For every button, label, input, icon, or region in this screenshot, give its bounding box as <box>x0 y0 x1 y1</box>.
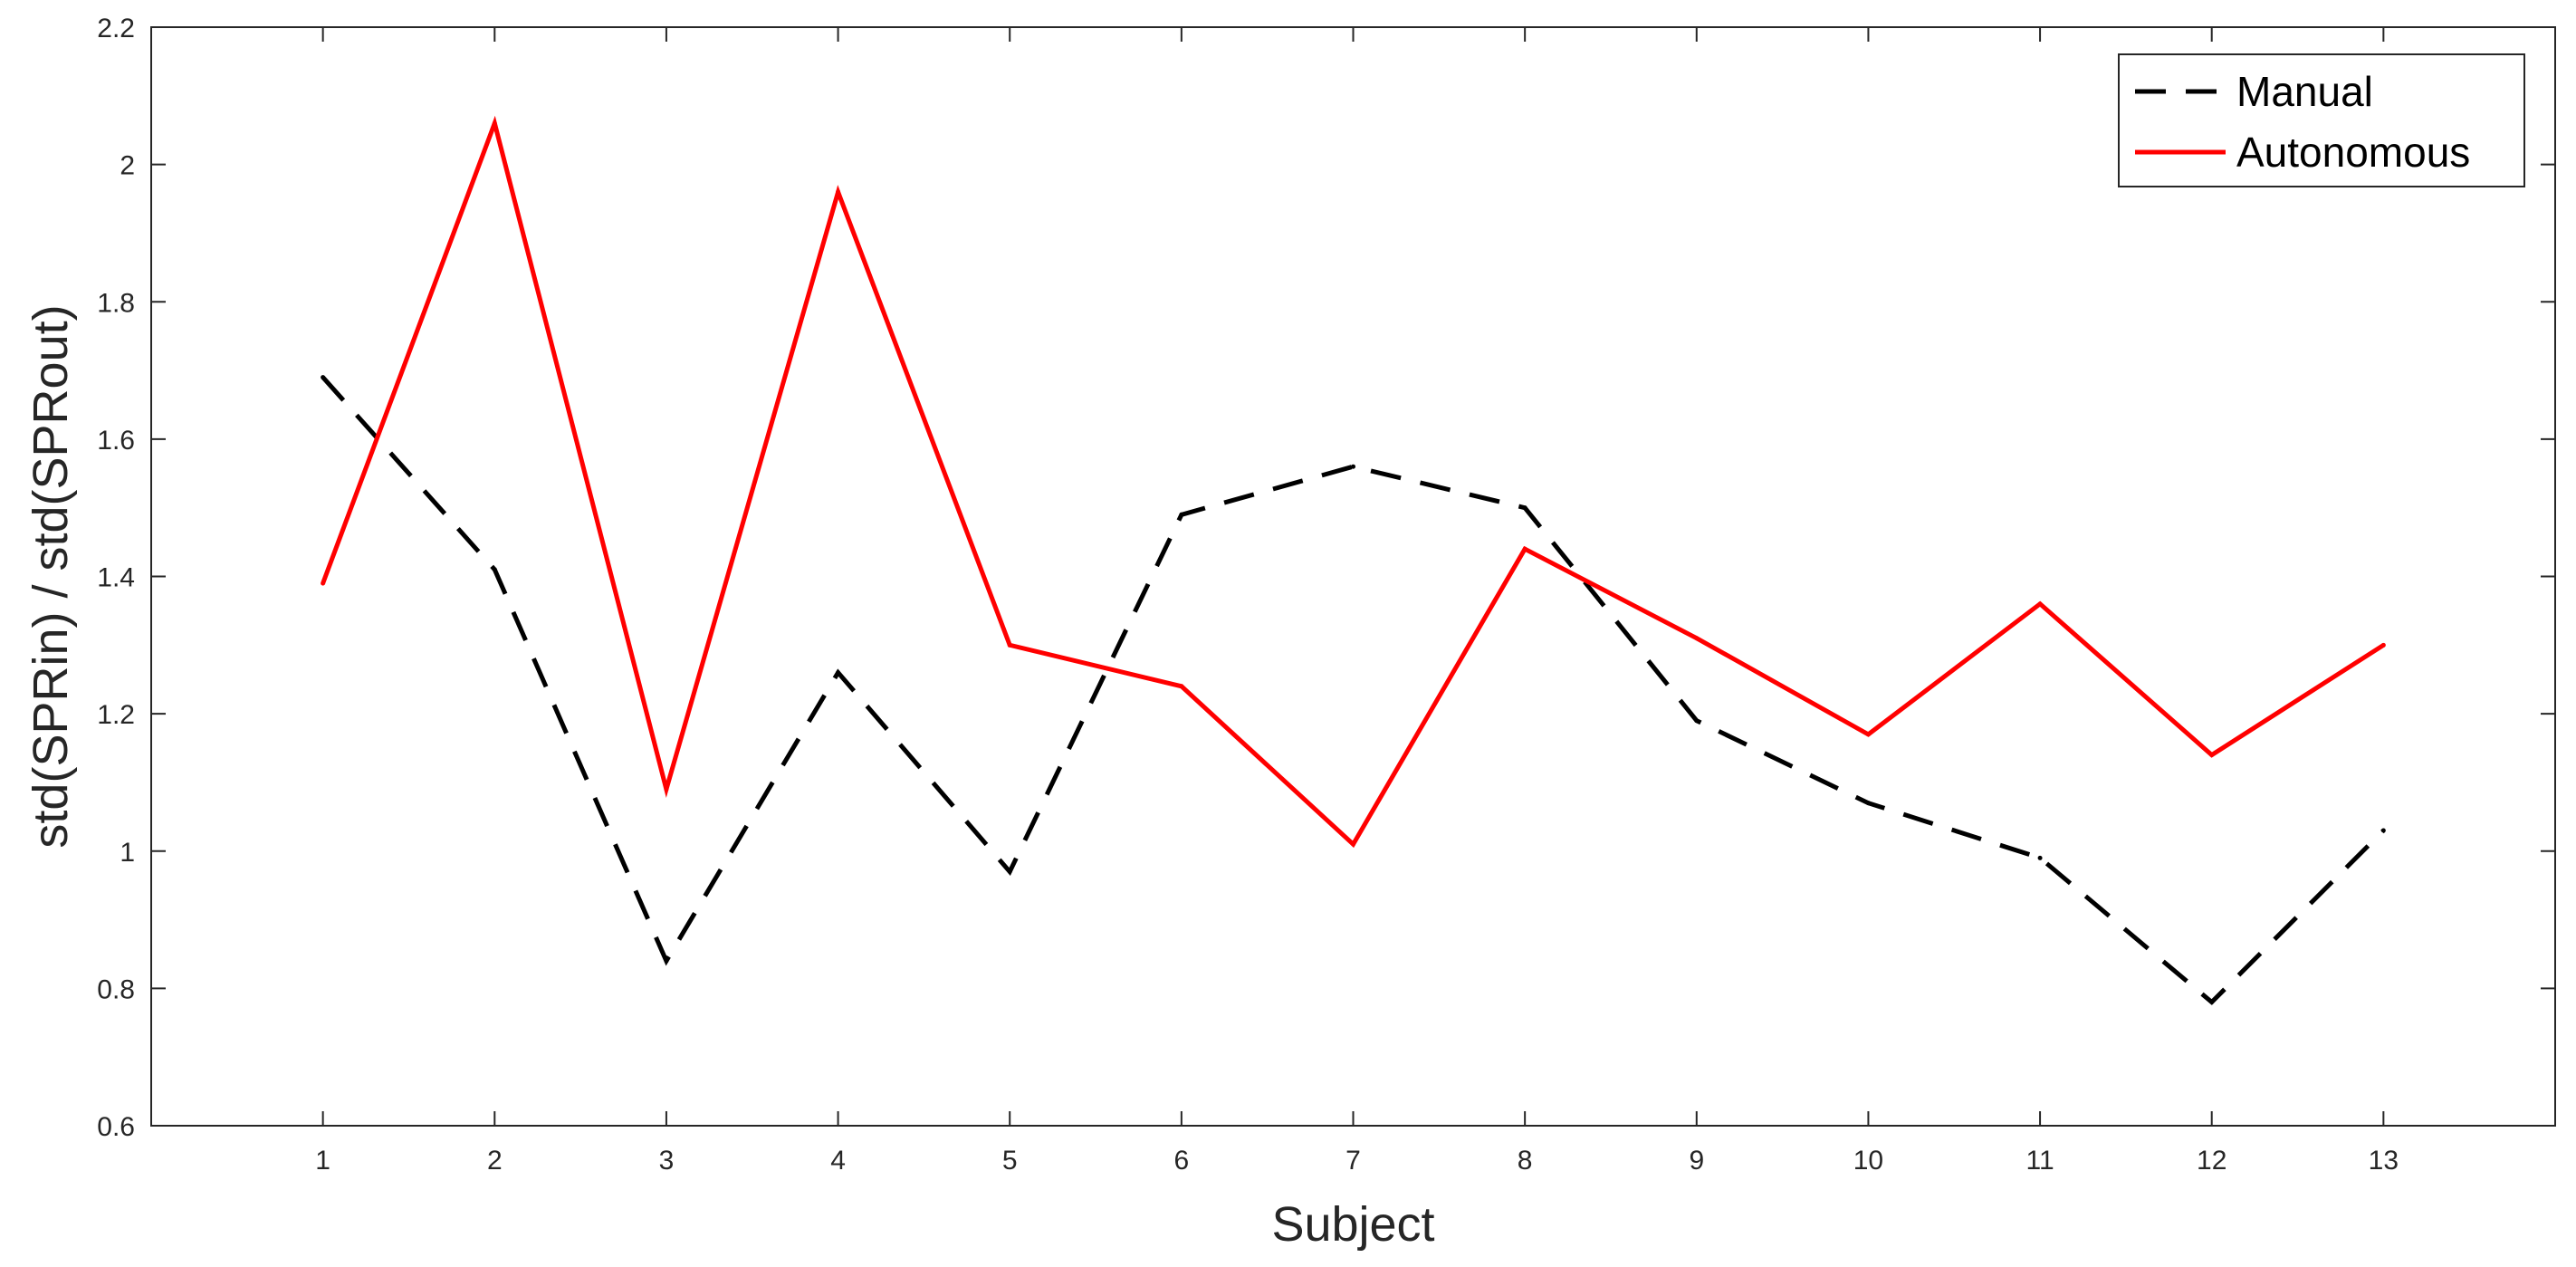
legend: Manual Autonomous <box>2118 53 2525 187</box>
x-tick-label: 12 <box>2197 1146 2226 1176</box>
data-point-autonomous <box>1694 636 1700 641</box>
x-tick-label: 7 <box>1345 1146 1361 1176</box>
x-axis-title: Subject <box>1271 1197 1434 1252</box>
data-point-manual <box>1865 801 1871 806</box>
y-tick-label: 1.2 <box>97 700 135 730</box>
legend-label-autonomous: Autonomous <box>2236 129 2470 176</box>
data-point-autonomous <box>2037 601 2043 607</box>
data-point-autonomous <box>2209 753 2215 758</box>
data-point-manual <box>2380 828 2386 833</box>
plot-area <box>151 27 2555 1126</box>
x-axis-ticks: 1 2 3 4 5 6 7 8 9 10 11 12 13 <box>315 27 2399 1176</box>
y-axis-title: std(SPRin) / std(SPRout) <box>24 304 78 848</box>
data-point-manual <box>492 567 497 572</box>
data-point-autonomous <box>492 120 497 126</box>
y-axis-ticks: 0.6 0.8 1 1.2 1.4 1.6 1.8 2 2.2 <box>97 14 2555 1142</box>
data-point-manual <box>2209 1000 2215 1005</box>
data-point-autonomous <box>1522 546 1527 552</box>
data-point-manual <box>836 670 841 676</box>
x-tick-label: 5 <box>1002 1146 1018 1176</box>
data-point-autonomous <box>1865 732 1871 737</box>
data-point-autonomous <box>1179 684 1184 689</box>
data-point-manual <box>1522 505 1527 511</box>
x-tick-label: 11 <box>2025 1146 2054 1176</box>
y-tick-label: 2.2 <box>97 14 135 43</box>
y-tick-label: 0.8 <box>97 974 135 1004</box>
legend-label-manual: Manual <box>2236 68 2373 115</box>
x-tick-label: 13 <box>2369 1146 2399 1176</box>
x-tick-label: 1 <box>315 1146 330 1176</box>
legend-box <box>2118 53 2525 187</box>
data-point-manual <box>1694 718 1700 724</box>
data-point-manual <box>664 958 669 964</box>
y-tick-label: 1.6 <box>97 426 135 456</box>
x-tick-label: 4 <box>830 1146 846 1176</box>
data-point-manual <box>1351 464 1355 469</box>
series-layer <box>321 115 2386 1005</box>
x-tick-label: 3 <box>659 1146 675 1176</box>
x-tick-label: 6 <box>1174 1146 1190 1176</box>
x-tick-label: 8 <box>1518 1146 1533 1176</box>
data-point-manual <box>2037 855 2043 860</box>
y-tick-label: 1 <box>120 838 135 868</box>
data-point-manual <box>1179 512 1184 517</box>
x-tick-label: 2 <box>487 1146 503 1176</box>
y-tick-label: 2 <box>120 151 135 181</box>
y-tick-label: 1.8 <box>97 288 135 318</box>
data-point-autonomous <box>664 787 669 792</box>
x-tick-label: 9 <box>1689 1146 1704 1176</box>
y-tick-label: 1.4 <box>97 563 135 593</box>
data-point-autonomous <box>2380 642 2386 648</box>
data-point-autonomous <box>1007 642 1012 648</box>
x-tick-label: 10 <box>1853 1146 1883 1176</box>
data-point-autonomous <box>321 581 326 586</box>
y-tick-label: 0.6 <box>97 1112 135 1142</box>
data-point-manual <box>1007 869 1012 874</box>
data-point-autonomous <box>836 189 841 195</box>
data-point-manual <box>321 375 326 380</box>
plot-frame <box>150 26 2556 1127</box>
data-point-autonomous <box>1351 841 1355 847</box>
